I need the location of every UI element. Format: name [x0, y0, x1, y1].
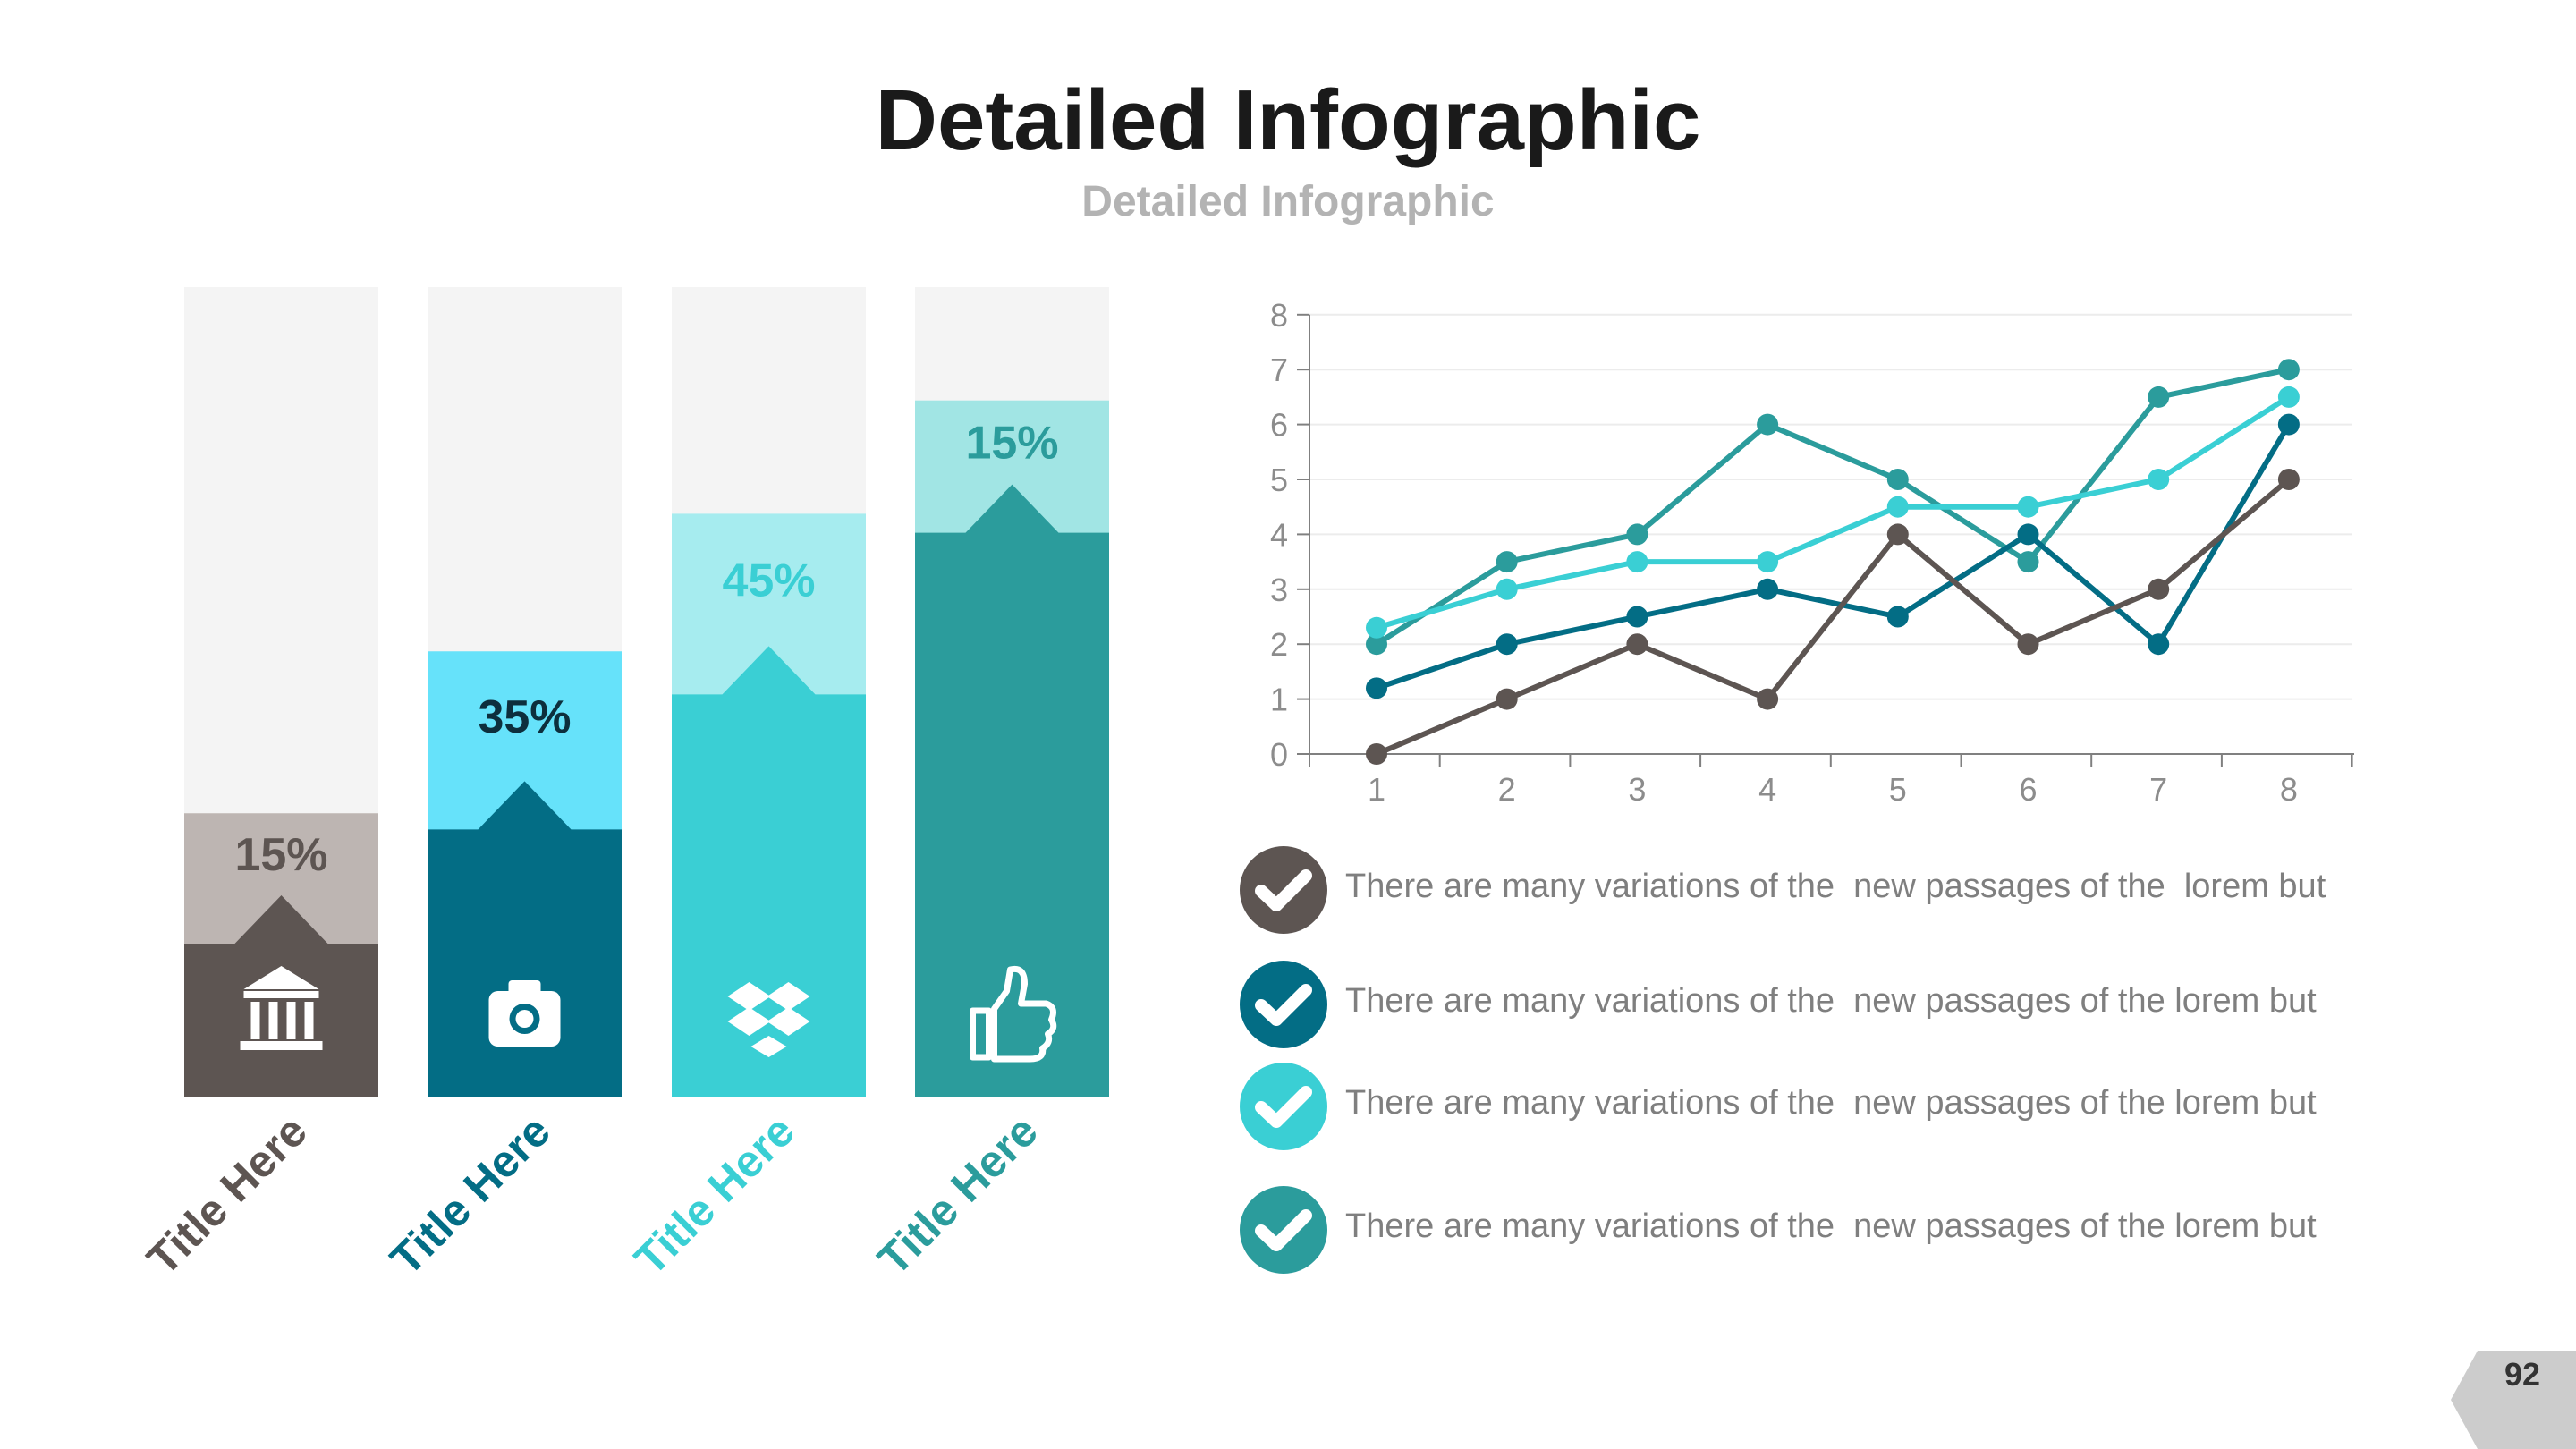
data-point	[1366, 633, 1387, 656]
data-point	[1757, 413, 1779, 436]
data-point	[2148, 386, 2170, 408]
legend-item: There are many variations of the new pas…	[1240, 846, 2402, 936]
data-point	[1366, 743, 1387, 765]
legend-text: There are many variations of the new pas…	[1345, 1084, 2317, 1122]
data-point	[2277, 359, 2300, 381]
data-point	[2017, 633, 2039, 656]
dropbox-icon	[727, 982, 810, 1057]
series	[1366, 386, 2300, 639]
data-point	[2017, 496, 2039, 518]
bar-panel: 45% Title Here	[625, 287, 866, 1284]
x-tick-label: 3	[1628, 771, 1646, 808]
y-tick-label: 5	[1270, 462, 1288, 498]
data-point	[1626, 551, 1648, 573]
check-circle-icon	[1240, 1063, 1327, 1150]
bar-title: Title Here	[625, 1106, 804, 1284]
data-point	[2148, 633, 2170, 656]
series-line	[1376, 394, 2291, 631]
thumbs-up-icon	[970, 965, 1057, 1063]
y-tick-label: 6	[1270, 407, 1288, 444]
percent-label: 35%	[478, 691, 571, 743]
data-point	[1757, 688, 1779, 710]
data-point	[1366, 616, 1387, 639]
y-tick-label: 4	[1270, 516, 1288, 553]
bar-title: Title Here	[381, 1106, 560, 1284]
percent-label: 15%	[965, 418, 1058, 470]
data-point	[1886, 523, 1909, 546]
series	[1366, 413, 2300, 699]
data-point	[1757, 551, 1779, 573]
page-number-badge	[2451, 1351, 2576, 1449]
data-point	[2148, 469, 2170, 490]
data-point	[1886, 496, 1909, 518]
data-point	[2017, 551, 2039, 573]
line-chart: 0 1 2 3 4 5 6 7 8 1 2 3 4 5 6 7 8	[1270, 297, 2354, 808]
data-point	[1366, 677, 1387, 699]
bar-panel: 15% Title Here	[869, 287, 1109, 1284]
x-tick-label: 8	[2280, 771, 2298, 808]
series	[1366, 359, 2300, 656]
y-tick-label: 3	[1270, 572, 1288, 608]
page-title: Detailed Infographic	[875, 72, 1701, 168]
x-tick-label: 2	[1498, 771, 1516, 808]
bar-dark-segment	[915, 484, 1109, 1097]
data-point	[1626, 606, 1648, 628]
data-point	[1626, 633, 1648, 656]
series	[1366, 469, 2300, 765]
percent-label: 15%	[234, 829, 327, 881]
page-number: 92	[2504, 1356, 2541, 1393]
y-tick-label: 2	[1270, 626, 1288, 663]
bar-dark-segment	[672, 646, 866, 1097]
series-line	[1375, 367, 2290, 647]
page-subtitle: Detailed Infographic	[1081, 178, 1495, 225]
x-tick-label: 4	[1758, 771, 1776, 808]
check-circle-icon	[1240, 1186, 1327, 1274]
check-circle-icon	[1240, 961, 1327, 1048]
data-point	[2277, 413, 2300, 436]
legend-item: There are many variations of the new pas…	[1240, 1186, 2402, 1275]
data-point	[1496, 551, 1518, 573]
y-tick-label: 7	[1270, 352, 1288, 388]
percent-label: 45%	[722, 555, 815, 606]
data-point	[2148, 578, 2170, 600]
x-tick-label: 5	[1889, 771, 1907, 808]
data-point	[1496, 688, 1518, 710]
data-point	[1626, 523, 1648, 546]
camera-icon	[488, 980, 561, 1046]
y-tick-label: 1	[1270, 682, 1288, 718]
series-line	[1375, 477, 2291, 757]
data-point	[1886, 469, 1909, 490]
legend-text: There are many variations of the new pas…	[1345, 982, 2317, 1020]
bar-dark-segment	[428, 781, 622, 1097]
bank-icon	[240, 966, 323, 1050]
data-point	[1886, 606, 1909, 628]
legend-item: There are many variations of the new pas…	[1240, 1063, 2402, 1152]
legend-item: There are many variations of the new pas…	[1240, 961, 2402, 1050]
x-tick-label: 1	[1368, 771, 1385, 808]
data-point	[2277, 386, 2300, 408]
data-point	[2017, 523, 2039, 546]
data-point	[2277, 469, 2300, 490]
data-point	[1496, 633, 1518, 656]
legend-text: There are many variations of the new pas…	[1345, 868, 2326, 905]
y-tick-label: 8	[1270, 297, 1288, 334]
bar-title: Title Here	[138, 1106, 317, 1284]
data-point	[1496, 578, 1518, 600]
x-tick-label: 7	[2149, 771, 2167, 808]
bar-panel: 15% Title Here	[138, 287, 378, 1284]
bar-panel: 35% Title Here	[381, 287, 622, 1284]
check-circle-icon	[1240, 846, 1327, 934]
data-point	[1757, 578, 1779, 600]
bar-title: Title Here	[869, 1106, 1047, 1284]
y-tick-label: 0	[1270, 736, 1288, 773]
series-line	[1376, 423, 2292, 691]
legend-text: There are many variations of the new pas…	[1345, 1208, 2317, 1245]
x-tick-label: 6	[2019, 771, 2037, 808]
